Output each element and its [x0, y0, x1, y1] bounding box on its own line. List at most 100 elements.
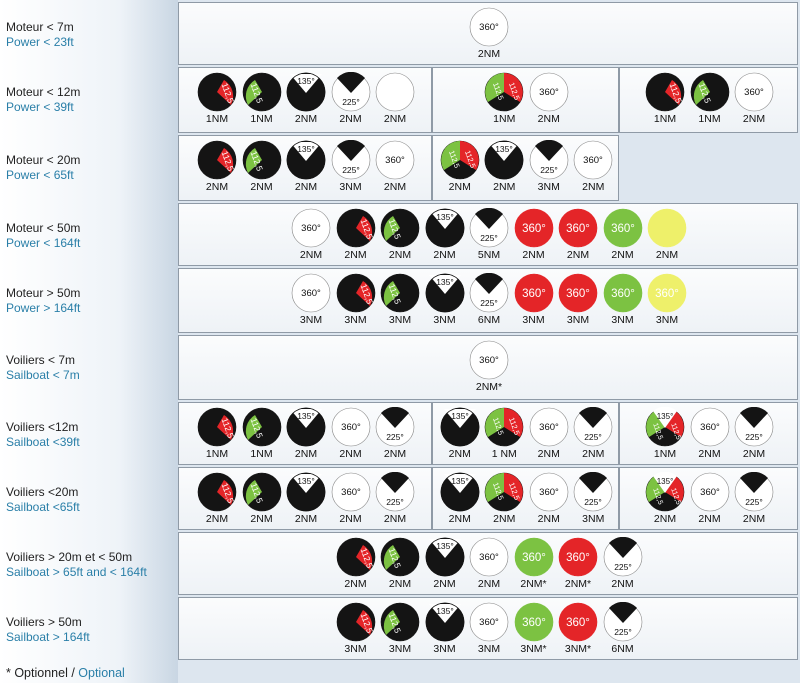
category-label: Moteur < 50m Power < 164ft	[6, 221, 181, 251]
light-item: 135° 2NM	[438, 407, 483, 460]
config-groups: 360° 2NM 112,5 2NM 112,5 2NM 135° 2NM 225° 5NM 360…	[178, 203, 798, 266]
light-item: 360° 3NM	[645, 273, 690, 326]
svg-text:360°: 360°	[301, 288, 321, 299]
w360-light-icon: 360°	[469, 537, 509, 577]
light-item: 360° 2NM*	[556, 537, 601, 590]
range-label: 2NM	[344, 249, 367, 261]
category-label-fr: Moteur < 7m	[6, 20, 74, 34]
range-label: 2NM	[655, 249, 679, 261]
light-item: 112,5 2NM	[333, 537, 378, 590]
range-label: 3NM	[344, 314, 367, 326]
light-item: 112,5 1NM	[687, 72, 732, 125]
r360-light-icon: 360°	[558, 208, 598, 248]
range-label: 2NM	[294, 513, 318, 525]
light-item: 360° 2NM	[527, 472, 572, 525]
stern-light-icon: 225°	[603, 602, 643, 642]
light-list: 112,5 112,5 2NM 135° 2NM 225° 3NM 360° 2NM	[438, 140, 616, 193]
range-label: 2NM	[493, 181, 516, 193]
svg-text:360°: 360°	[539, 422, 559, 433]
light-config-group: 112,5 2NM 112,5 2NM 135° 2NM 225° 3NM 360° 2NM	[178, 135, 432, 201]
category-label: Voiliers < 7m Sailboat < 7m	[6, 353, 181, 383]
range-label: 5NM	[477, 249, 501, 261]
light-config-group: 135° 2NM 112,5 112,5 1 NM 360° 2NM 225° 2NM	[432, 402, 619, 465]
svg-text:360°: 360°	[385, 155, 405, 166]
footnote-fr: * Optionnel /	[6, 666, 79, 680]
range-label: 2NM	[383, 513, 407, 525]
svg-text:135°: 135°	[436, 606, 454, 616]
range-label: 2NM	[294, 181, 318, 193]
mast-light-icon: 135°	[425, 537, 465, 577]
svg-text:225°: 225°	[584, 432, 602, 442]
range-label: 2NM	[388, 249, 412, 261]
light-config-group: 112,5 112,5 2NM 135° 2NM 225° 3NM 360° 2NM	[432, 135, 619, 201]
stbd-light-icon: 112,5	[380, 208, 420, 248]
range-label: 2NM	[448, 448, 471, 460]
svg-text:360°: 360°	[744, 87, 764, 98]
light-config-group: 360° 3NM 112,5 3NM 112,5 3NM 135° 3NM 225° 6NM 360…	[178, 268, 798, 333]
range-label: 1NM	[493, 113, 516, 125]
port-light-icon: 112,5	[336, 537, 376, 577]
stern-light-icon: 225°	[375, 472, 415, 512]
category-label-en: Sailboat < 7m	[6, 368, 80, 382]
light-item: 112,5 1NM	[643, 72, 688, 125]
range-label: 2NM	[205, 181, 229, 193]
range-label: 3NM	[433, 643, 456, 655]
light-item: 112,5 112,5 1 NM	[482, 407, 527, 460]
category-row: Moteur < 7m Power < 23ft 360° 2NM	[0, 2, 800, 65]
range-label: 2NM	[448, 513, 471, 525]
light-config-group: 135° 112,5 112,5 2NM 360° 2NM 225° 2NM	[619, 467, 798, 530]
stern-light-icon: 225°	[331, 72, 371, 112]
config-groups: 112,5 3NM 112,5 3NM 135° 3NM 360° 3NM 360° 3NM* 36…	[178, 597, 798, 660]
light-item: 360° 2NM	[328, 407, 373, 460]
category-label-en: Power < 23ft	[6, 35, 74, 49]
category-label: Voiliers <20m Sailboat <65ft	[6, 485, 181, 515]
range-label: 1NM	[698, 113, 721, 125]
w360-light-icon: 360°	[734, 72, 774, 112]
stbd-light-icon: 112,5	[242, 472, 282, 512]
light-item: 360° 2NM*	[511, 537, 556, 590]
svg-text:135°: 135°	[297, 476, 315, 486]
mast-light-icon: 135°	[286, 140, 326, 180]
range-label: 2NM	[477, 578, 501, 590]
light-item: 135° 3NM	[422, 273, 467, 326]
category-label-fr: Moteur < 50m	[6, 221, 81, 235]
light-config-group: 360° 2NM 112,5 2NM 112,5 2NM 135° 2NM 225° 5NM 360…	[178, 203, 798, 266]
light-item: 112,5 1NM	[239, 72, 284, 125]
light-list: 112,5 1NM 112,5 1NM 135° 2NM 225° 2NM 2NM	[195, 72, 418, 125]
light-list: 360° 2NM	[467, 7, 512, 60]
svg-text:225°: 225°	[386, 432, 404, 442]
light-item: 112,5 1NM	[195, 72, 240, 125]
category-label-fr: Voiliers > 20m et < 50m	[6, 550, 133, 564]
category-row: Voiliers > 50m Sailboat > 164ft 112,5 3NM 11…	[0, 597, 800, 660]
svg-text:360°: 360°	[700, 422, 720, 433]
svg-text:360°: 360°	[522, 288, 546, 300]
range-label: 2NM	[611, 578, 634, 590]
light-item: 135° 2NM	[284, 407, 329, 460]
light-item: 360° 2NM	[687, 407, 732, 460]
range-label: 1NM	[205, 113, 229, 125]
mast-light-icon: 135°	[484, 140, 524, 180]
light-item: 360° 2NM	[600, 208, 645, 261]
light-item: 135° 2NM	[284, 472, 329, 525]
light-item: 360° 2NM	[556, 208, 601, 261]
light-item: 225° 2NM	[373, 472, 418, 525]
svg-text:135°: 135°	[657, 477, 674, 486]
config-groups: 112,5 2NM 112,5 2NM 135° 2NM 225° 3NM 360° 2NM 112…	[178, 135, 798, 201]
light-item: 225° 2NM	[732, 472, 777, 525]
light-item: 225° 2NM	[600, 537, 645, 590]
mast-light-icon: 135°	[286, 472, 326, 512]
light-list: 360° 2NM*	[467, 340, 512, 393]
w360-light-icon: 360°	[529, 407, 569, 447]
svg-text:135°: 135°	[436, 212, 454, 222]
light-list: 112,5 2NM 112,5 2NM 135° 2NM 360° 2NM 360° 2NM* 36…	[333, 537, 645, 590]
category-label-en: Power > 164ft	[6, 301, 81, 315]
mast-light-icon: 135°	[425, 273, 465, 313]
light-list: 112,5 3NM 112,5 3NM 135° 3NM 360° 3NM 360° 3NM* 36…	[333, 602, 645, 655]
stbd-light-icon: 112,5	[242, 72, 282, 112]
stern-light-icon: 225°	[573, 472, 613, 512]
w360-light-icon: 360°	[529, 72, 569, 112]
range-label: 2NM*	[475, 381, 503, 393]
svg-text:225°: 225°	[342, 97, 360, 107]
light-item: 135° 2NM	[438, 472, 483, 525]
light-item: 135° 2NM	[422, 537, 467, 590]
